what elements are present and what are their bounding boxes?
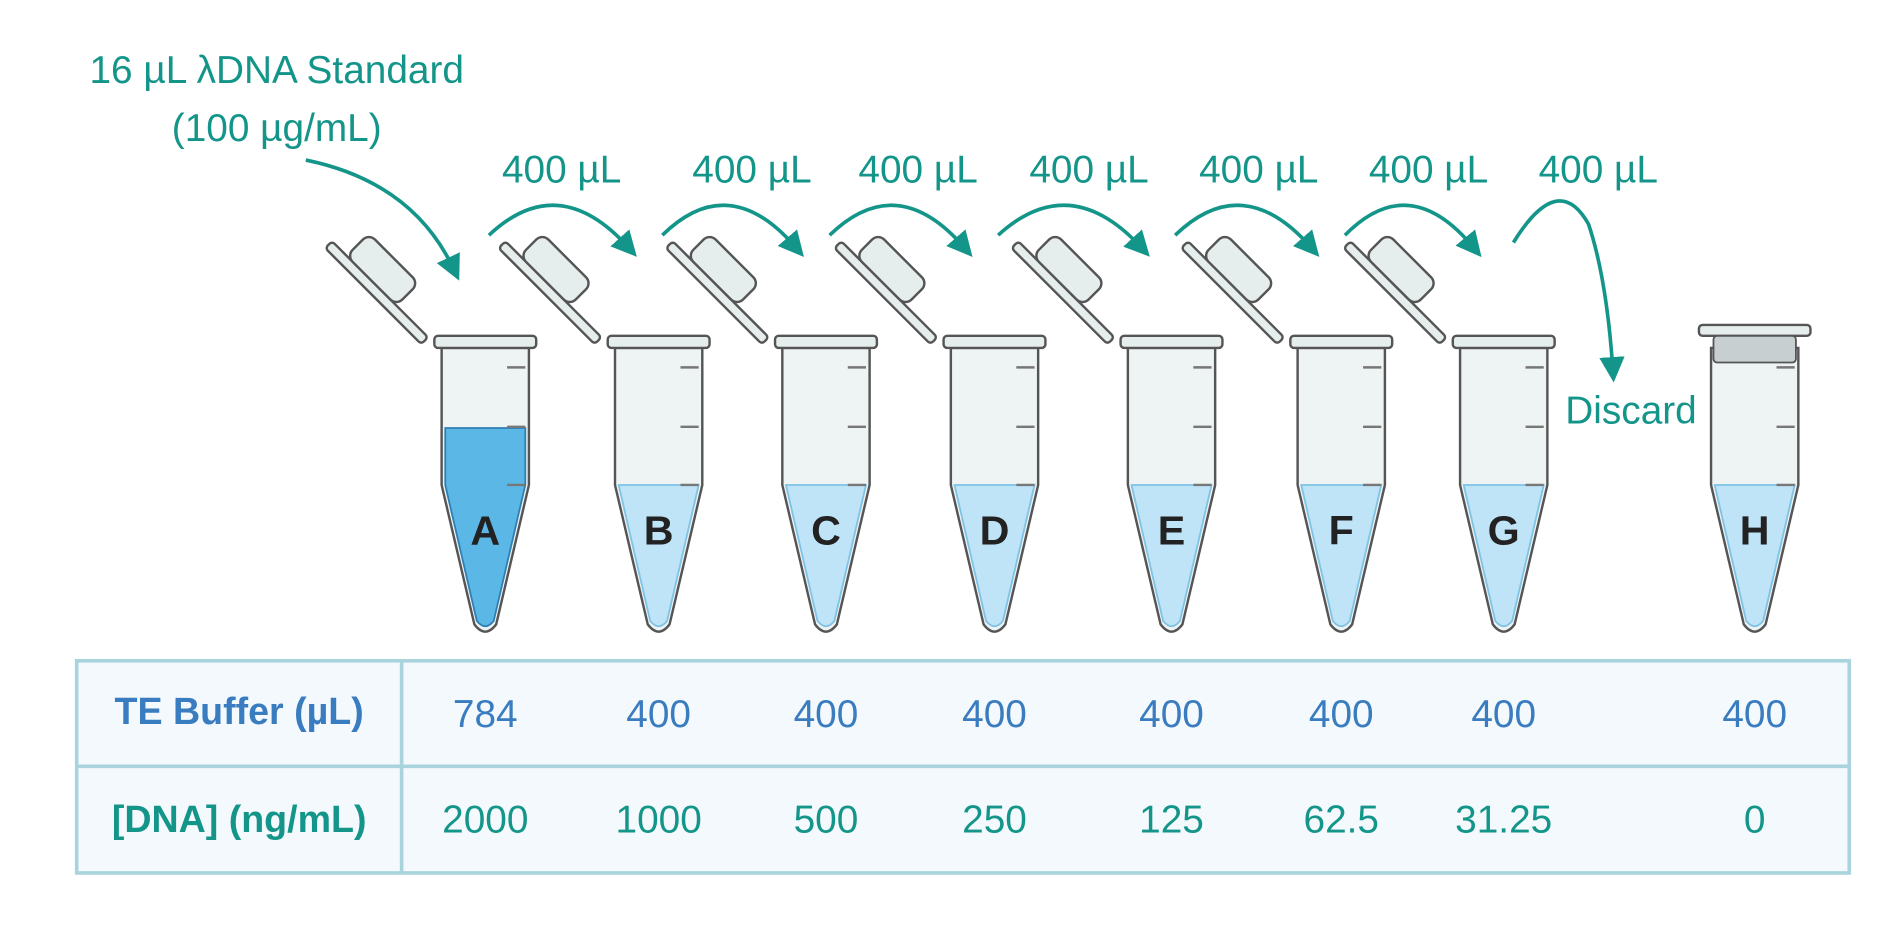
- transfer-label: 400 µL: [502, 148, 621, 191]
- cap-plug: [1712, 334, 1797, 364]
- table-cell: 62.5: [1304, 798, 1379, 841]
- tube: C: [666, 235, 879, 633]
- discard-label: Discard: [1565, 390, 1696, 433]
- tube: B: [498, 235, 711, 633]
- table-cell: 784: [453, 693, 518, 736]
- tube-label: G: [1488, 507, 1520, 553]
- transfer-arrow: [1343, 203, 1482, 258]
- tube-rim: [1289, 334, 1394, 350]
- tube-label: H: [1740, 507, 1770, 553]
- discard-arrow: [1511, 199, 1625, 383]
- liquid: [444, 427, 527, 628]
- tube-lid: [666, 235, 769, 344]
- table-cell: 2000: [442, 798, 528, 841]
- tube: F: [1181, 235, 1394, 633]
- transfer-arrow: [661, 203, 804, 257]
- table-cells: 784 400 400 400 400 400 400 400 2000 1000 500 250 12…: [442, 693, 1787, 841]
- table-cell: 400: [1471, 693, 1536, 736]
- table-cell: 400: [626, 693, 691, 736]
- tube-rim: [1451, 334, 1556, 350]
- transfer-label: 400 µL: [1369, 148, 1488, 191]
- closed-cap: [1697, 323, 1812, 338]
- tubes: A B C D E F G H: [325, 235, 1812, 633]
- tube-rim: [606, 334, 711, 350]
- tube: H: [1697, 323, 1812, 633]
- transfer-label: 400 µL: [1029, 148, 1148, 191]
- tube-lid: [325, 235, 428, 344]
- liquid: [1130, 484, 1213, 628]
- table-cell: 0: [1744, 798, 1766, 841]
- table-cell: 400: [794, 693, 859, 736]
- lid-cap: [858, 235, 926, 304]
- table-cell: 400: [1139, 693, 1204, 736]
- table-cell: 1000: [616, 798, 702, 841]
- table-cell: 400: [1309, 693, 1374, 736]
- tube-lid: [1181, 235, 1284, 344]
- liquid: [1462, 484, 1545, 628]
- liquid: [1713, 484, 1796, 628]
- tube-lid: [1011, 235, 1115, 344]
- liquid: [784, 484, 868, 628]
- table-cell: 31.25: [1455, 798, 1552, 841]
- transfer-arrow: [828, 203, 973, 257]
- table-cell: 125: [1139, 798, 1204, 841]
- row-header: [DNA] (ng/mL): [112, 798, 367, 840]
- transfer-label: 400 µL: [1539, 148, 1658, 191]
- table-cell: 400: [962, 693, 1027, 736]
- tube-label: B: [644, 507, 674, 553]
- tube-rim: [433, 334, 538, 350]
- source-arrow: [305, 158, 460, 281]
- row-header: TE Buffer (µL): [115, 690, 364, 732]
- transfer-label: 400 µL: [1199, 148, 1318, 191]
- lid-cap: [348, 235, 417, 304]
- transfer-arrow: [1173, 203, 1320, 257]
- source-concentration: (100 µg/mL): [172, 107, 382, 150]
- tube-lid: [498, 235, 602, 344]
- transfer-arrow: [996, 203, 1150, 257]
- tube: E: [1011, 235, 1224, 633]
- transfer-arrow: [487, 203, 637, 257]
- lid-cap: [689, 235, 758, 304]
- liquid: [1300, 484, 1383, 628]
- table-cell: 250: [962, 798, 1027, 841]
- tube-label: F: [1329, 507, 1354, 553]
- transfer-arrows: 400 µL 400 µL 400 µL 400 µL 400 µL 400 µL 400 …: [487, 148, 1658, 258]
- tube-lid: [1343, 235, 1447, 344]
- lid-cap: [1204, 235, 1273, 304]
- table-cell: 500: [794, 798, 859, 841]
- tube: D: [834, 235, 1047, 633]
- table: TE Buffer (µL) [DNA] (ng/mL) 784 400 400 40…: [74, 658, 1852, 875]
- tube-label: A: [470, 507, 500, 553]
- table-cell: 400: [1722, 693, 1787, 736]
- tube-rim: [1119, 334, 1224, 350]
- tube: A: [325, 235, 538, 633]
- lid-cap: [1367, 235, 1435, 304]
- tube-label: D: [980, 507, 1010, 553]
- tube-rim: [942, 334, 1047, 350]
- tube: G: [1343, 235, 1556, 633]
- tube-label: E: [1158, 507, 1186, 553]
- liquid: [953, 484, 1036, 628]
- transfer-label: 400 µL: [692, 148, 811, 191]
- lid-cap: [522, 235, 590, 304]
- transfer-label: 400 µL: [858, 148, 977, 191]
- liquid: [617, 484, 700, 628]
- tube-lid: [834, 235, 938, 344]
- source-label: 16 µL λDNA Standard: [90, 49, 464, 92]
- tube-rim: [773, 334, 879, 350]
- lid-cap: [1035, 235, 1103, 304]
- tube-label: C: [811, 507, 841, 553]
